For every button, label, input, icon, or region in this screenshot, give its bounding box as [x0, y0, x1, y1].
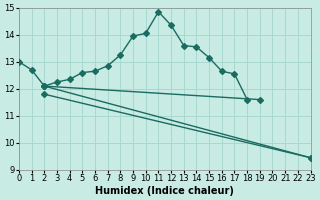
X-axis label: Humidex (Indice chaleur): Humidex (Indice chaleur)	[95, 186, 234, 196]
